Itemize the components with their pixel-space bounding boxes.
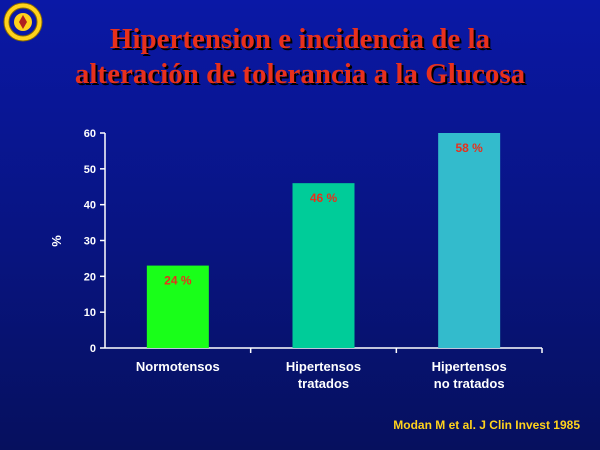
y-tick-label: 20 [84, 271, 96, 283]
university-seal-logo [3, 2, 43, 42]
category-label-1: Normotensos [136, 359, 220, 374]
y-tick-label: 0 [90, 343, 96, 355]
title-line-2: alteración de tolerancia a la Glucosa [74, 58, 526, 90]
y-tick-label: 60 [84, 128, 96, 140]
category-label-2: tratados [298, 376, 349, 391]
category-label-3: Hipertensos [432, 359, 507, 374]
category-label-2: Hipertensos [286, 359, 361, 374]
citation: Modan M et al. J Clin Invest 1985 [393, 418, 580, 432]
bar-2 [292, 183, 355, 348]
category-label-3: no tratados [434, 376, 505, 391]
slide-title: Hipertension e incidencia de la alteraci… [0, 22, 600, 92]
title-line-1: Hipertension e incidencia de la [109, 23, 491, 55]
y-tick-label: 40 [84, 200, 96, 212]
y-tick-label: 50 [84, 164, 96, 176]
bar-1 [146, 265, 209, 348]
data-label-2: 46 % [310, 191, 338, 205]
data-label-1: 24 % [164, 274, 192, 288]
y-tick-label: 10 [84, 307, 96, 319]
y-tick-label: 30 [84, 236, 96, 248]
bar-3 [438, 133, 501, 348]
y-axis-label: % [49, 235, 64, 247]
data-label-3: 58 % [455, 141, 483, 155]
